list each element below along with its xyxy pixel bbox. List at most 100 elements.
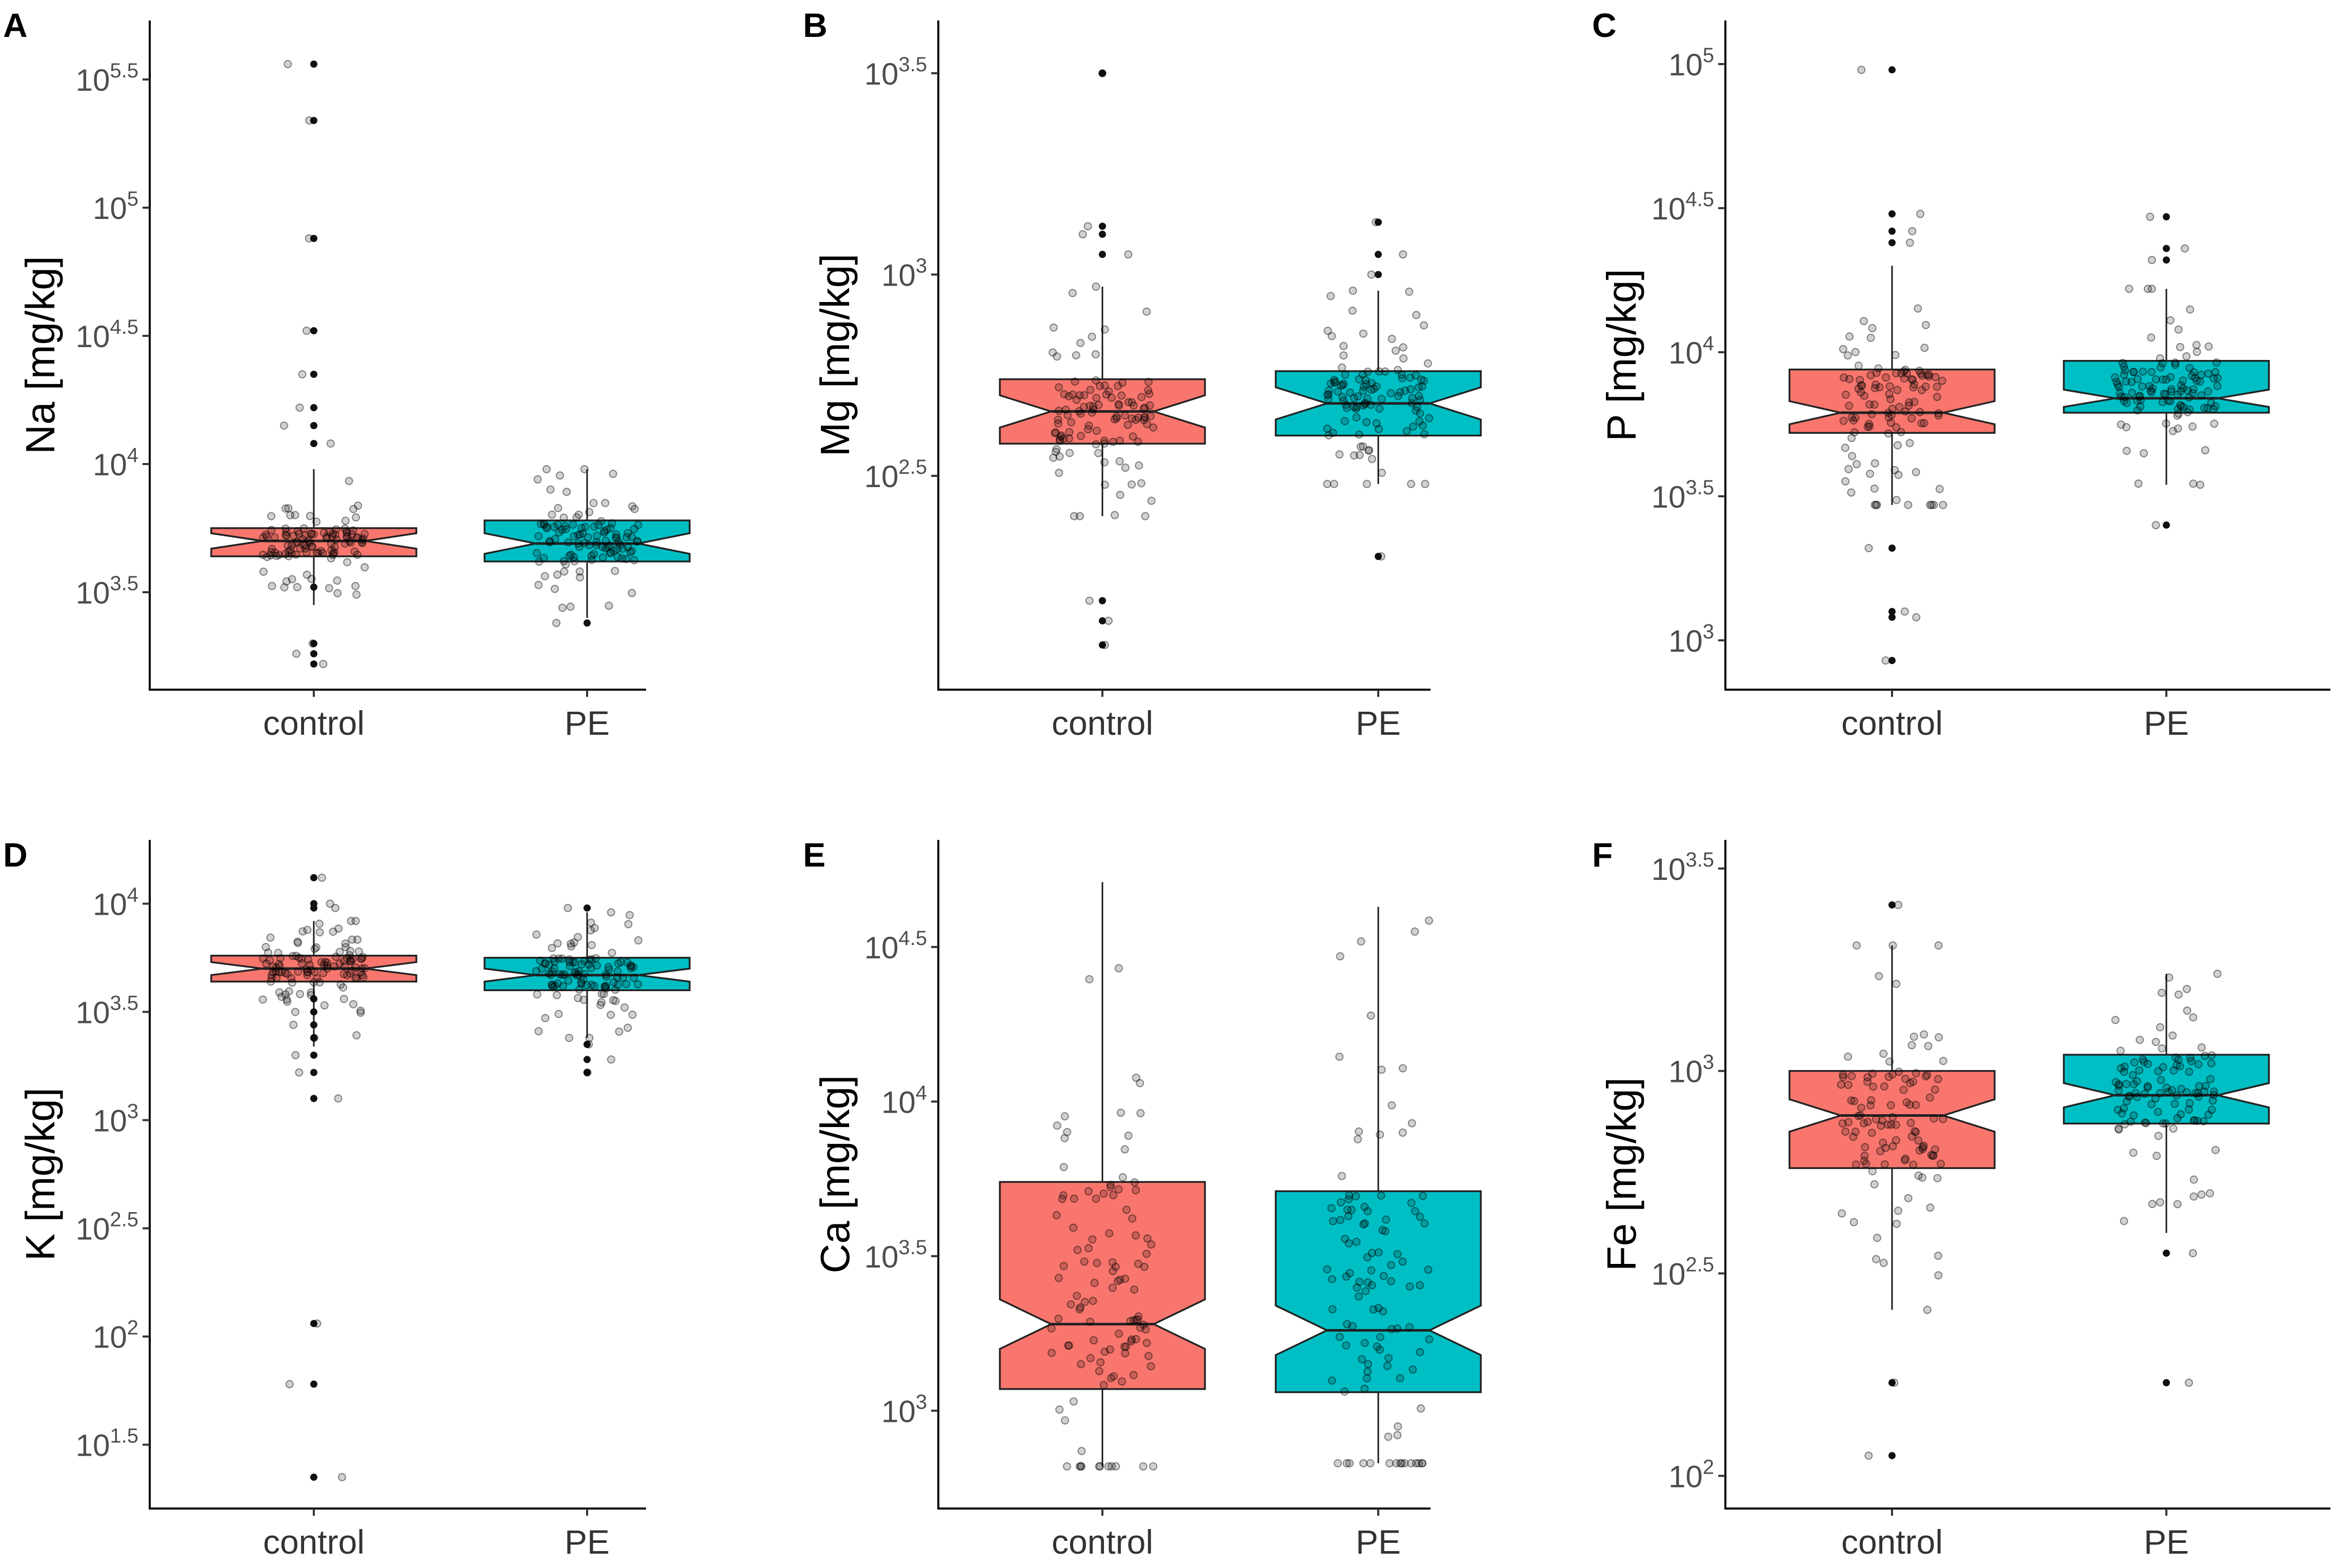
outlier-point [310,61,317,68]
jitter-point [1871,500,1879,509]
jitter-point [1907,1132,1916,1141]
jitter-point [1134,437,1142,446]
box-body [2063,1054,2270,1125]
jitter-point [1854,1112,1863,1120]
jitter-point [266,956,274,964]
jitter-point [565,958,574,967]
jitter-point [2125,285,2134,293]
jitter-point [302,327,311,335]
outlier-point [584,1040,591,1048]
jitter-point [1145,390,1154,398]
jitter-point [357,964,366,973]
jitter-point [2111,1078,2120,1087]
jitter-point [2207,1051,2216,1060]
jitter-point [2122,1097,2131,1105]
y-tick-label: 103.5 [864,53,927,91]
jitter-point [319,660,328,668]
jitter-point [1921,1072,1930,1081]
jitter-point [267,548,276,556]
jitter-point [2207,1105,2216,1114]
jitter-point [1920,1141,1928,1150]
jitter-point [1350,403,1359,411]
jitter-point [2185,393,2194,402]
jitter-point [1052,448,1060,456]
box-control [1788,66,1996,665]
outlier-point [310,650,317,657]
jitter-point [542,524,551,533]
jitter-point [2156,354,2164,363]
jitter-point [1892,1120,1900,1129]
jitter-point [1886,1101,1895,1110]
jitter-point [1085,975,1094,983]
jitter-point [275,988,284,997]
jitter-point [2147,1100,2156,1109]
jitter-point [1055,1405,1064,1414]
jitter-point [1934,411,1943,420]
jitter-point [567,939,575,948]
jitter-point [1100,640,1109,649]
jitter-point [2182,984,2191,993]
jitter-point [2138,1055,2147,1064]
jitter-point [313,1319,321,1328]
jitter-point [1852,460,1861,469]
jitter-point [1412,311,1421,319]
jitter-point [289,1020,298,1029]
jitter-point [599,990,608,998]
jitter-point [1393,1250,1402,1258]
jitter-point [564,538,573,547]
outlier-point [1375,271,1382,278]
jitter-point [630,974,638,982]
jitter-point [304,536,313,545]
jitter-point [1330,378,1339,387]
jitter-point [1095,1367,1103,1376]
jitter-point [1085,596,1094,605]
jitter-point [2128,389,2137,397]
jitter-point [1873,500,1881,509]
jitter-point [624,529,632,537]
jitter-point [1127,1335,1136,1344]
jitter-point [1335,1052,1344,1061]
jitter-point [342,527,351,536]
jitter-point [547,971,555,979]
jitter-point [1412,406,1420,415]
jitter-point [1411,927,1419,936]
jitter-point [617,554,626,563]
jitter-point [2183,408,2192,416]
jitter-point [1134,413,1143,422]
jitter-point [1331,377,1340,386]
jitter-point [292,650,300,658]
jitter-point [1892,423,1901,432]
jitter-point [1080,1257,1089,1266]
jitter-point [284,541,292,550]
jitter-point [1892,979,1901,988]
jitter-point [2120,1068,2128,1076]
jitter-point [1362,418,1371,427]
jitter-point [2147,256,2156,265]
jitter-point [1407,399,1416,408]
jitter-point [1124,398,1133,407]
jitter-point [1837,1080,1845,1089]
y-tick-label: 102.5 [1652,1253,1714,1291]
jitter-point [1092,376,1100,385]
jitter-point [2209,405,2218,414]
jitter-point [1934,941,1943,950]
jitter-point [1918,371,1926,380]
panel-label: B [803,6,828,44]
jitter-point [1100,480,1109,489]
jitter-point [2179,403,2188,411]
jitter-point [624,1023,632,1032]
jitter-point [312,943,320,952]
jitter-point [1047,1324,1056,1333]
jitter-point [1933,383,1941,391]
jitter-point [1090,1279,1099,1288]
y-tick-label: 104.5 [864,927,927,965]
jitter-point [1061,406,1070,414]
jitter-point [1064,392,1073,400]
jitter-point [312,517,321,526]
outlier-point [2163,1249,2170,1257]
jitter-point [307,542,316,551]
jitter-point [572,513,581,522]
jitter-point [630,505,639,513]
outlier-point [2163,521,2170,529]
